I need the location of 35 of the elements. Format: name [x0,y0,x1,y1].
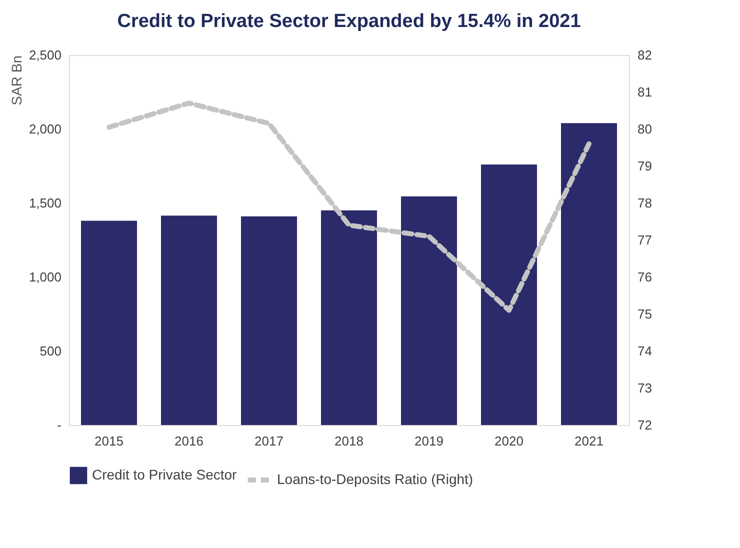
y2-tick-label: 75 [638,306,652,322]
bar [241,216,297,425]
y2-tick-label: 78 [638,196,652,210]
y2-tick-label: 74 [638,344,652,358]
y-tick-label: 2,500 [28,48,62,62]
y2-tick-label: 77 [638,232,652,248]
y-tick-label: 1,500 [28,196,62,210]
bar [481,164,537,425]
x-tick-label: 2019 [414,434,444,448]
x-tick-label: 2015 [94,434,124,448]
x-tick-label: 2021 [574,434,604,448]
y2-tick-label: 79 [638,158,652,174]
y-tick-label: 2,000 [28,122,62,136]
y-tick-label: 500 [40,344,62,358]
y2-tick-label: 72 [638,418,652,432]
bar [81,220,137,425]
bar [161,216,217,425]
legend-label: Loans-to-Deposits Ratio (Right) [277,471,474,487]
y2-tick-label: 82 [638,48,652,62]
y2-tick-label: 80 [638,122,652,136]
x-tick-label: 2020 [494,434,524,448]
bar [321,210,377,425]
legend-label: Credit to Private Sector [92,466,238,482]
chart-title: Credit to Private Sector Expanded by 15.4% in 2021 [117,11,582,32]
x-tick-label: 2018 [334,434,364,448]
y-tick-label: 1,000 [28,270,62,284]
y-axis-title: SAR Bn [8,56,24,106]
y-tick-label: - [57,418,62,432]
x-tick-label: 2017 [254,434,284,448]
x-tick-label: 2016 [174,434,204,448]
y2-tick-label: 76 [638,270,652,284]
y2-tick-label: 73 [638,380,652,396]
bar [401,196,457,425]
bar [561,123,617,425]
y2-tick-label: 81 [638,84,652,100]
